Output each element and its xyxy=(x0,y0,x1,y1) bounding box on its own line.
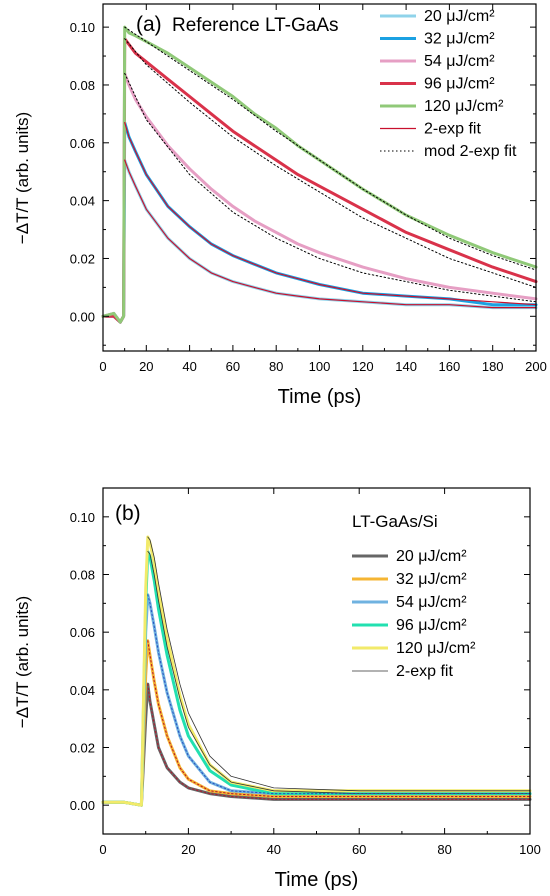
panel-b-legend-label: 20 μJ/cm² xyxy=(396,548,467,565)
panel-b-series-1 xyxy=(101,639,532,807)
panel-b-title: LT-GaAs/Si xyxy=(352,512,438,531)
panel-a-y-tick-label: 0.10 xyxy=(70,20,95,35)
panel-b-ticks xyxy=(102,487,531,835)
panel-b-y-tick-label: 0.00 xyxy=(70,798,95,813)
panel-a-chart: 0 20 40 60 80 100 120 140 160 180 200 0.00 0.02 0.04… xyxy=(13,3,547,408)
panel-a-y-tick-label: 0.04 xyxy=(70,194,95,209)
panel-b-series-7 xyxy=(147,594,531,795)
panel-a-series-7 xyxy=(124,72,537,303)
panel-a-series xyxy=(101,25,538,324)
panel-a-x-tick-label: 160 xyxy=(439,359,461,374)
panel-b-chart: 0 20 40 60 80 100 0.00 0.02 0.04 0.06 0.08 0.10 Ti… xyxy=(13,487,541,891)
panel-a-x-tick-label: 100 xyxy=(309,359,331,374)
panel-a-y-axis-label: −ΔT/T (arb. units) xyxy=(13,112,32,244)
panel-b-y-tick-label: 0.08 xyxy=(70,568,95,583)
panel-a-legend-label: mod 2-exp fit xyxy=(424,143,517,160)
panel-a-legend-label: 120 μJ/cm² xyxy=(424,98,504,115)
panel-a-x-tick-label: 60 xyxy=(226,359,240,374)
panel-b-panel-label: (b) xyxy=(115,502,141,525)
panel-b-x-tick-label: 60 xyxy=(352,842,366,857)
panel-b-x-tick-label: 80 xyxy=(437,842,451,857)
panel-a-series-8 xyxy=(124,38,537,288)
panel-b-legend-label: 120 μJ/cm² xyxy=(396,640,476,657)
panel-b-x-tick-labels: 0 20 40 60 80 100 xyxy=(99,842,540,857)
panel-a-ticks xyxy=(102,4,537,351)
panel-a-series-4 xyxy=(101,25,538,324)
panel-b-y-tick-label: 0.04 xyxy=(70,683,95,698)
panel-a-legend-label: 54 μJ/cm² xyxy=(424,53,495,70)
panel-a-x-tick-label: 20 xyxy=(139,359,153,374)
panel-b-y-tick-label: 0.06 xyxy=(70,625,95,640)
panel-b-x-axis-label: Time (ps) xyxy=(275,869,359,891)
panel-a-series-6 xyxy=(124,121,537,306)
panel-a-legend: 20 μJ/cm² 32 μJ/cm² 54 μJ/cm² 96 μJ/cm² 120 … xyxy=(380,8,517,160)
panel-a-legend-label: 2-exp fit xyxy=(424,121,481,138)
panel-b-series-9 xyxy=(147,683,531,800)
panel-b-series-8 xyxy=(147,640,531,797)
panel-b-legend-label: 2-exp fit xyxy=(396,663,453,680)
panel-b-series-6 xyxy=(147,551,531,794)
panel-a-legend-label: 32 μJ/cm² xyxy=(424,31,495,48)
panel-a-x-axis-label: Time (ps) xyxy=(278,386,362,408)
panel-a-legend-label: 96 μJ/cm² xyxy=(424,76,495,93)
panel-b-x-tick-label: 0 xyxy=(99,842,106,857)
panel-b-series-0 xyxy=(101,682,532,807)
panel-a-y-tick-label: 0.00 xyxy=(70,309,95,324)
panel-b-y-axis-label: −ΔT/T (arb. units) xyxy=(13,596,32,728)
panel-a-x-tick-label: 200 xyxy=(525,359,547,374)
panel-a-x-tick-label: 180 xyxy=(482,359,504,374)
panel-b-x-tick-label: 40 xyxy=(267,842,281,857)
panel-b-legend-label: 32 μJ/cm² xyxy=(396,571,467,588)
panel-b-legend: 20 μJ/cm² 32 μJ/cm² 54 μJ/cm² 96 μJ/cm² 120 … xyxy=(352,548,476,680)
panel-a-series-5 xyxy=(124,159,537,309)
panel-a-x-tick-label: 140 xyxy=(395,359,417,374)
panel-a-x-tick-labels: 0 20 40 60 80 100 120 140 160 180 200 xyxy=(99,359,546,374)
panel-a-y-tick-label: 0.06 xyxy=(70,136,95,151)
panel-a-y-tick-labels: 0.00 0.02 0.04 0.06 0.08 0.10 xyxy=(70,20,95,324)
panel-b-x-tick-label: 100 xyxy=(519,842,541,857)
panel-a-panel-label: (a) xyxy=(136,13,162,36)
panel-a-series-0 xyxy=(101,158,538,324)
panel-a-x-tick-label: 0 xyxy=(99,359,106,374)
panel-b-x-tick-label: 20 xyxy=(181,842,195,857)
panel-b-y-tick-labels: 0.00 0.02 0.04 0.06 0.08 0.10 xyxy=(70,510,95,813)
panel-a-x-tick-label: 80 xyxy=(269,359,283,374)
panel-b-series-5 xyxy=(147,536,531,792)
panel-a-x-tick-label: 40 xyxy=(182,359,196,374)
panel-b-series xyxy=(101,535,532,807)
panel-a-legend-label: 20 μJ/cm² xyxy=(424,8,495,25)
panel-a-x-tick-label: 120 xyxy=(352,359,374,374)
panel-a-y-tick-label: 0.08 xyxy=(70,78,95,93)
panel-b-legend-label: 54 μJ/cm² xyxy=(396,594,467,611)
panel-b-y-tick-label: 0.10 xyxy=(70,510,95,525)
panel-b-legend-label: 96 μJ/cm² xyxy=(396,617,467,634)
panel-a-y-tick-label: 0.02 xyxy=(70,251,95,266)
panel-b-y-tick-label: 0.02 xyxy=(70,741,95,756)
panel-a-title: Reference LT-GaAs xyxy=(172,15,339,36)
panel-a-series-9 xyxy=(124,26,537,271)
